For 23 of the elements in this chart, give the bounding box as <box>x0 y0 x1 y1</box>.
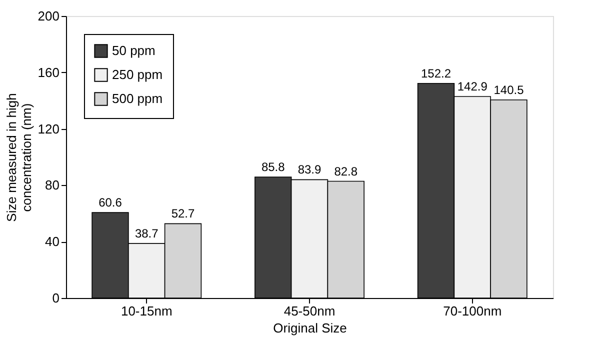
legend-label: 500 ppm <box>112 91 163 106</box>
data-label: 38.7 <box>134 226 159 240</box>
x-tick-label: 10-15nm <box>120 304 172 318</box>
data-label: 140.5 <box>494 82 524 97</box>
y-tick-label: 120 <box>38 121 60 136</box>
y-tick-label: 80 <box>45 178 60 193</box>
x-tick-label: 70-100nm <box>443 304 502 318</box>
y-tick-label: 200 <box>38 8 60 24</box>
legend-label: 50 ppm <box>112 43 156 58</box>
data-label: 142.9 <box>457 80 488 94</box>
y-axis-title: Size measured in high concentration (nm) <box>4 93 34 222</box>
data-label: 52.7 <box>171 206 195 221</box>
x-axis-title: Original Size <box>273 320 347 336</box>
data-label: 85.8 <box>261 160 286 174</box>
data-label: 83.9 <box>298 162 322 177</box>
data-label: 60.6 <box>98 196 122 210</box>
y-tick-label: 0 <box>52 290 60 306</box>
x-tick-label: 45-50nm <box>284 304 336 318</box>
data-label: 82.8 <box>334 164 358 178</box>
y-tick-label: 160 <box>38 64 60 80</box>
y-tick-label: 40 <box>45 234 60 250</box>
legend-label: 250 ppm <box>112 67 163 82</box>
data-label: 152.2 <box>420 66 452 80</box>
